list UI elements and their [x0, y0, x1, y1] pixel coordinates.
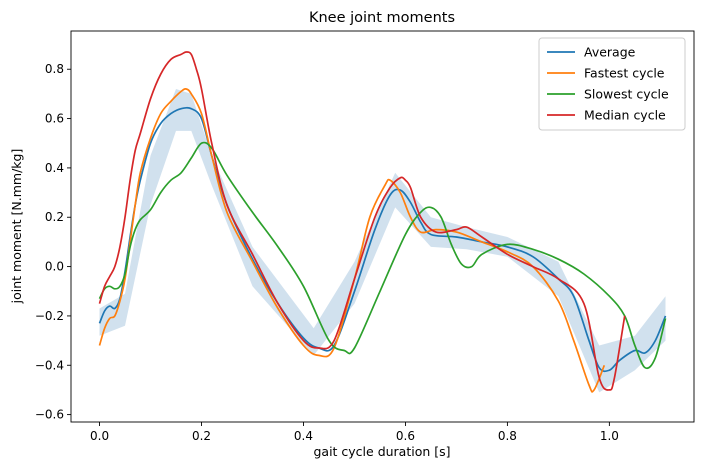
- std-band: [99, 89, 666, 393]
- x-tick-label: 0.6: [396, 429, 415, 443]
- x-tick-label: 0.0: [90, 429, 109, 443]
- y-tick-label: 0.8: [45, 62, 64, 76]
- x-tick-label: 0.8: [498, 429, 517, 443]
- chart-title: Knee joint moments: [309, 10, 455, 26]
- y-axis-label: joint moment [N.mm/kg]: [9, 149, 24, 305]
- legend-label: Slowest cycle: [584, 87, 669, 102]
- y-tick-label: 0.0: [45, 260, 64, 274]
- series-line-fastest-cycle: [98, 88, 606, 393]
- legend-frame: [538, 37, 686, 131]
- legend-label: Fastest cycle: [584, 66, 665, 81]
- x-tick-label: 0.4: [294, 429, 313, 443]
- x-tick-label: 0.2: [192, 429, 211, 443]
- plot-frame: [70, 30, 695, 423]
- x-tick-label: 1.0: [600, 429, 619, 443]
- x-axis-label: gait cycle duration [s]: [313, 444, 450, 459]
- y-tick-label: 0.2: [45, 210, 64, 224]
- legend-label: Median cycle: [584, 108, 666, 123]
- y-tick-label: −0.4: [35, 358, 64, 372]
- y-tick-label: 0.6: [45, 112, 64, 126]
- legend: Average Fastest cycle Slowest cycle Median …: [538, 37, 686, 131]
- y-tick-label: −0.6: [35, 408, 64, 422]
- series-line-median-cycle: [98, 51, 626, 391]
- y-tick-label: 0.4: [45, 161, 64, 175]
- series-line-slowest-cycle: [98, 141, 667, 370]
- y-tick-label: −0.2: [35, 309, 64, 323]
- legend-label: Average: [584, 45, 636, 60]
